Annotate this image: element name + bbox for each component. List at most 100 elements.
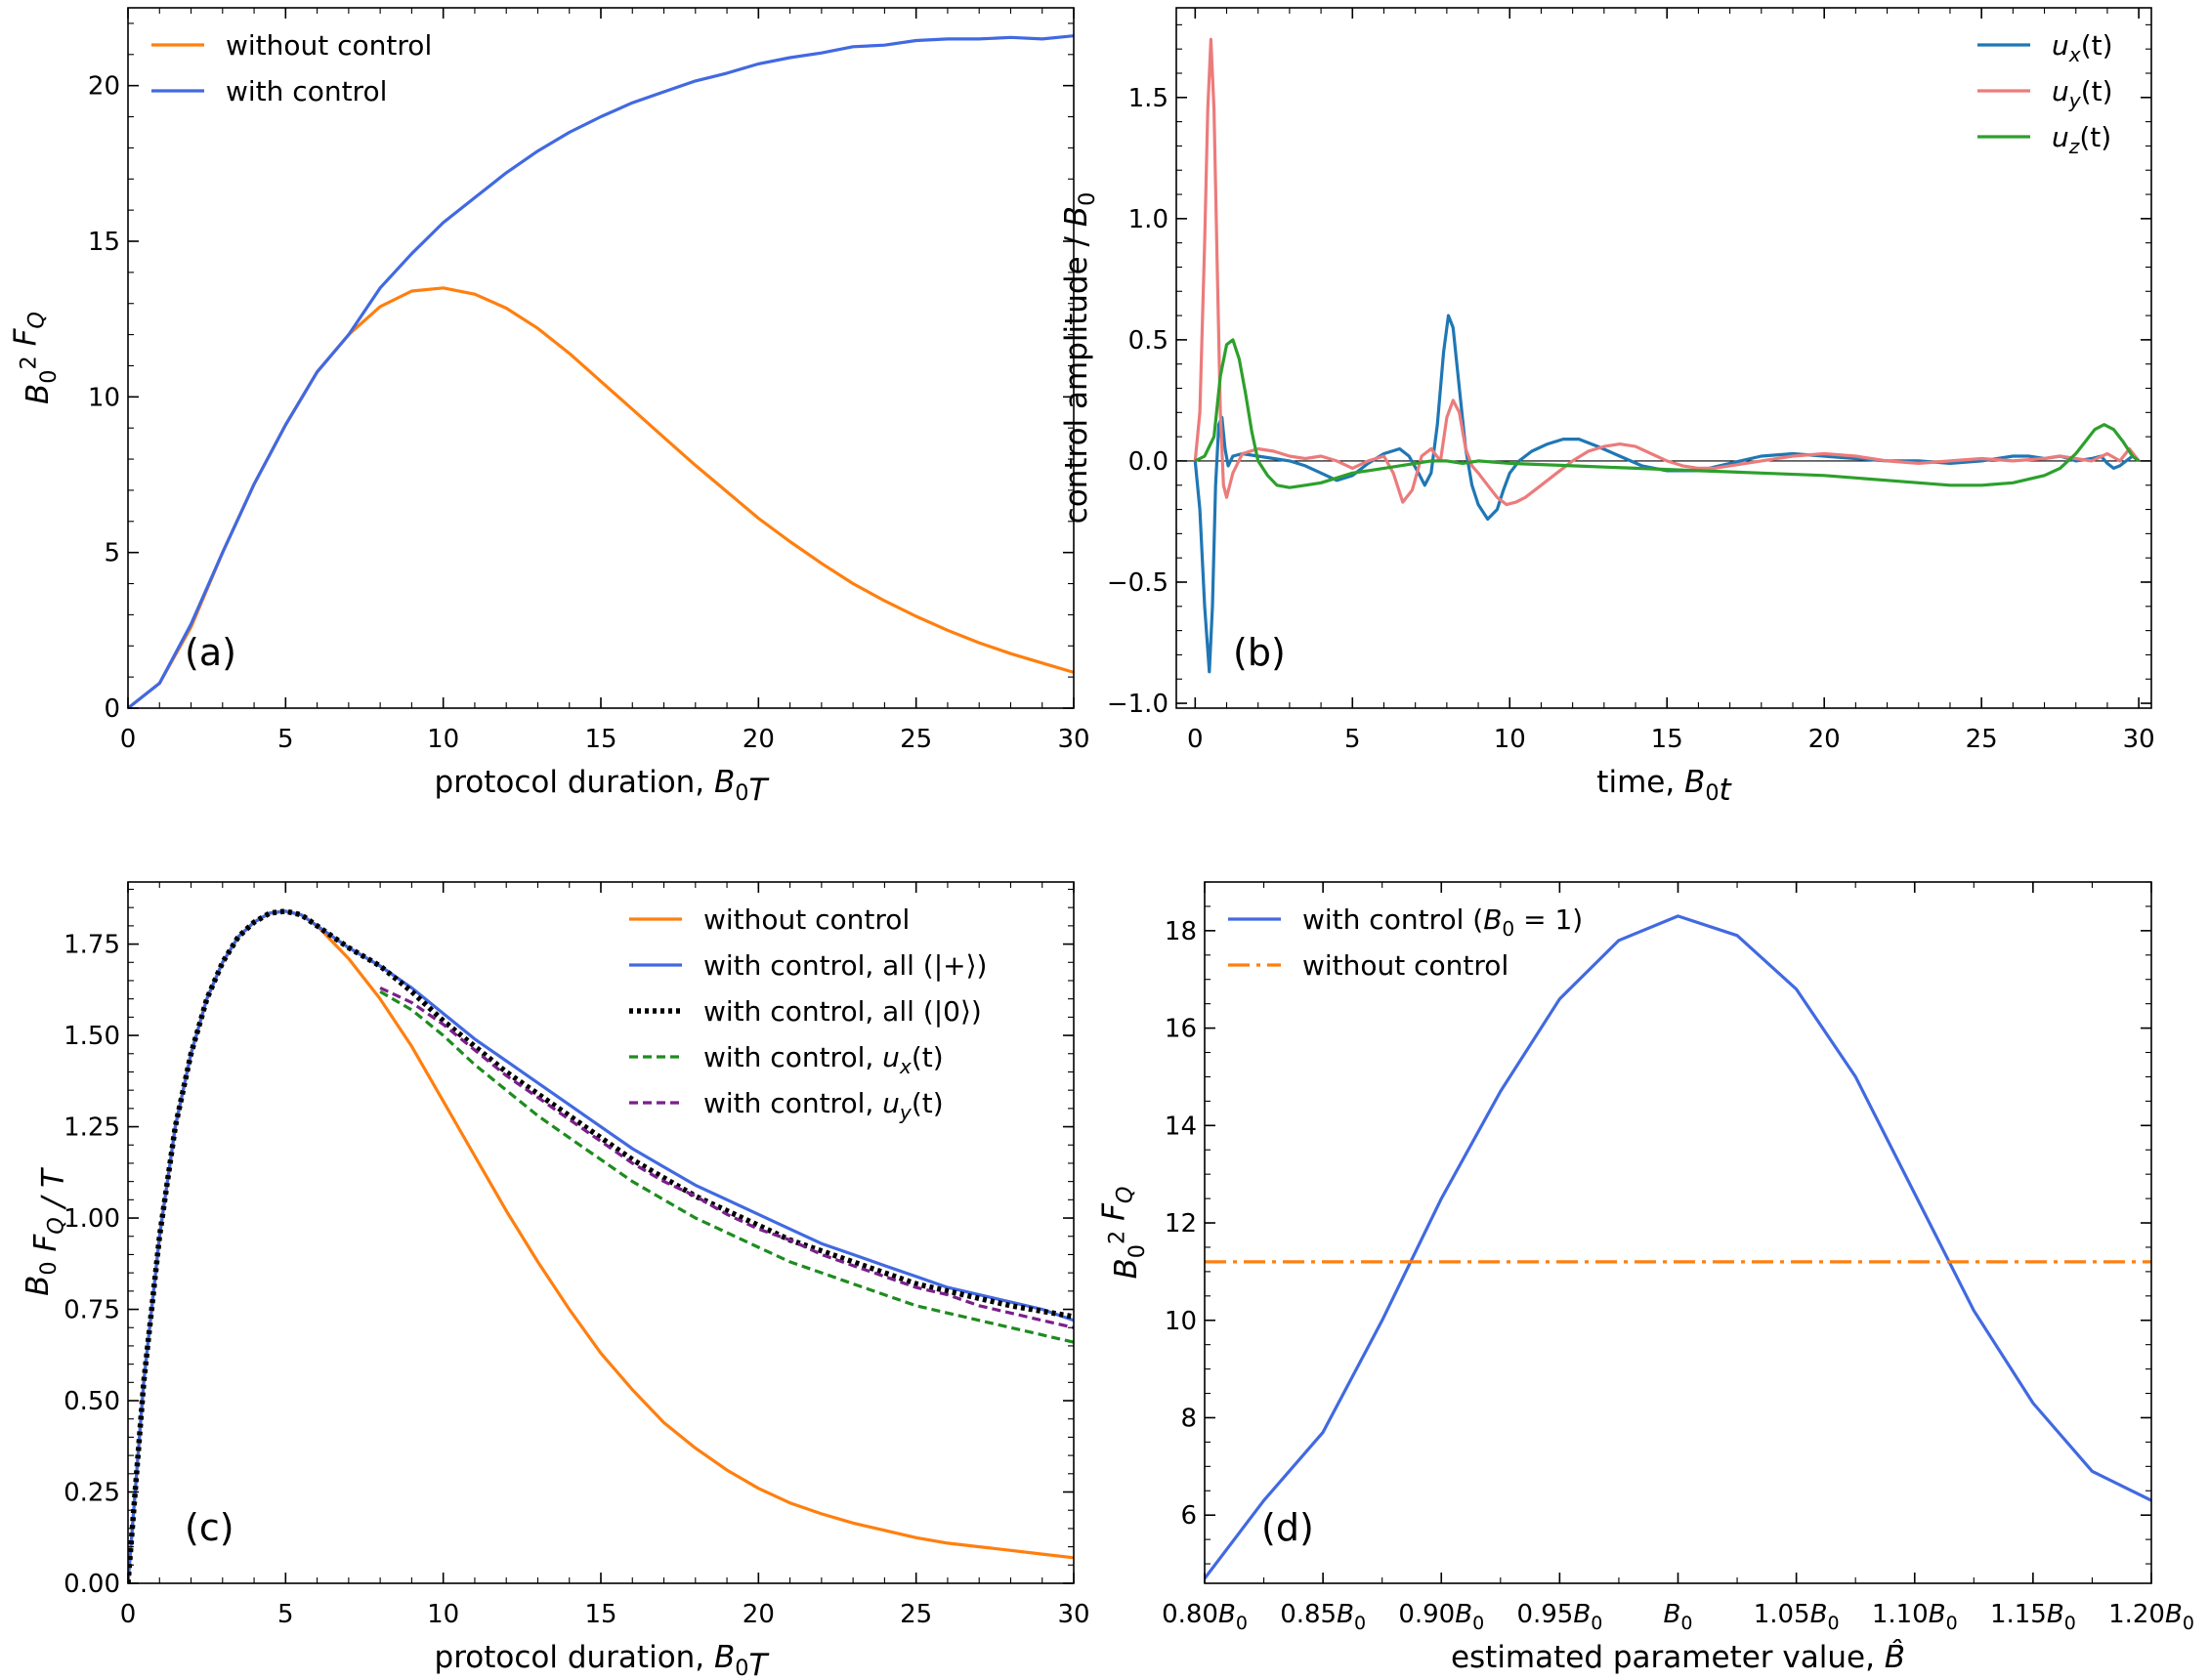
x-tick-label: 25 xyxy=(900,1600,932,1629)
label-var: B xyxy=(21,384,56,404)
x-tick-label: B0 xyxy=(1664,1600,1693,1634)
panel-label: (d) xyxy=(1261,1506,1314,1549)
series-line-2 xyxy=(128,909,1074,1583)
series-group xyxy=(128,908,1074,1583)
legend-after: (t) xyxy=(2081,29,2113,62)
x-tick-sub: 0 xyxy=(1946,1613,1958,1634)
x-tick-var: B xyxy=(1218,1600,1236,1629)
label-after: F xyxy=(9,327,44,356)
legend-text: with control xyxy=(226,75,387,107)
legend-var: u xyxy=(2052,75,2069,107)
legend-after: (t) xyxy=(2081,75,2113,107)
x-axis-label: protocol duration, B0T xyxy=(435,765,770,808)
x-tick-label: 25 xyxy=(1966,725,1998,754)
series-line-1 xyxy=(128,286,1074,708)
series-line-3 xyxy=(1194,338,2141,489)
y-tick-label: 0.0 xyxy=(1128,447,1168,477)
label-after: t xyxy=(1720,773,1733,808)
x-tick-value: 10 xyxy=(427,725,459,754)
legend-after: (t) xyxy=(912,1041,944,1073)
legend-sub: x xyxy=(899,1055,913,1078)
x-tick-sub: 0 xyxy=(1354,1613,1366,1634)
legend-label: ux(t) xyxy=(2052,29,2113,66)
x-tick-label: 0 xyxy=(1187,725,1204,754)
legend-sub: y xyxy=(899,1101,913,1124)
label-text: protocol duration, xyxy=(435,765,714,800)
x-tick-label: 25 xyxy=(900,725,932,754)
x-tick-value: 5 xyxy=(277,725,294,754)
y-tick-label: 12 xyxy=(1165,1209,1197,1239)
x-tick-label: 20 xyxy=(1808,725,1841,754)
legend-text: with control, all (|+⟩) xyxy=(703,949,987,982)
label-var: B xyxy=(1885,1639,1905,1675)
legend-text: with control, xyxy=(703,1087,882,1119)
y-tick-label: 1.5 xyxy=(1128,84,1168,113)
legend-sub: z xyxy=(2068,135,2080,158)
x-tick-value: 0 xyxy=(120,1600,137,1629)
label-sub: 0 xyxy=(1705,780,1719,806)
legend-label: uz(t) xyxy=(2052,121,2111,158)
series-line-2 xyxy=(1193,37,2141,507)
x-tick-label: 30 xyxy=(2123,725,2155,754)
legend-label: with control xyxy=(226,75,387,107)
legend-label: with control, uy(t) xyxy=(703,1087,944,1124)
plot-frame xyxy=(127,7,1075,709)
x-tick-label: 10 xyxy=(1494,725,1526,754)
x-tick-value: 5 xyxy=(277,1600,294,1629)
label-text: control amplitude / xyxy=(1059,227,1094,524)
x-tick-label: 1.15B0 xyxy=(1990,1600,2076,1634)
x-tick-label: 20 xyxy=(743,1600,775,1629)
y-tick-label: 0.5 xyxy=(1128,326,1168,356)
x-tick-label: 30 xyxy=(1057,1600,1089,1629)
x-tick-sub: 0 xyxy=(2183,1613,2194,1634)
label-sub2: Q xyxy=(1112,1187,1137,1204)
legend-text: with control, all (|0⟩) xyxy=(703,995,982,1028)
label-after: F xyxy=(28,1234,64,1262)
label-var: B xyxy=(714,1640,735,1675)
legend-text: without control xyxy=(226,29,432,62)
label-var: B xyxy=(1684,765,1705,800)
label-sub: 0 xyxy=(735,780,748,806)
x-tick-value: 20 xyxy=(1808,725,1841,754)
series-group xyxy=(1193,37,2141,674)
label-sub2: Q xyxy=(44,1217,69,1235)
y-tick-label: 1.00 xyxy=(64,1204,120,1234)
y-axis-label: B0 FQ / T xyxy=(21,1167,71,1296)
legend-text: with control ( xyxy=(1302,903,1483,936)
x-tick-var: B xyxy=(2165,1600,2183,1629)
panel-label: (b) xyxy=(1233,631,1286,674)
y-axis-label: B02 FQ xyxy=(9,312,62,404)
x-tick-value: 0 xyxy=(1187,725,1204,754)
label-var: B xyxy=(21,1276,56,1296)
x-tick-var: B xyxy=(1664,1600,1681,1629)
y-axis-label: B02 FQ xyxy=(1097,1187,1150,1280)
x-tick-value: 10 xyxy=(427,1600,459,1629)
x-tick-value: 25 xyxy=(900,1600,932,1629)
plot-frame xyxy=(1204,881,2152,1584)
x-tick-label: 20 xyxy=(743,725,775,754)
series-line-4 xyxy=(379,989,1074,1344)
x-tick-value: 15 xyxy=(584,1600,616,1629)
x-tick-var: B xyxy=(2047,1600,2064,1629)
y-tick-label: 8 xyxy=(1180,1404,1197,1433)
x-tick-label: 1.10B0 xyxy=(1872,1600,1958,1634)
label-sub2: Q xyxy=(23,312,49,329)
y-tick-label: 1.50 xyxy=(64,1022,120,1051)
y-tick-label: 20 xyxy=(88,72,120,102)
y-tick-label: 0.25 xyxy=(64,1479,120,1508)
x-tick-value: 1.05 xyxy=(1754,1600,1810,1629)
y-axis-label: control amplitude / B0 xyxy=(1059,192,1100,525)
x-tick-value: 5 xyxy=(1344,725,1361,754)
y-tick-label: 1.0 xyxy=(1128,205,1168,234)
x-tick-value: 30 xyxy=(1057,1600,1089,1629)
x-tick-label: 30 xyxy=(1057,725,1089,754)
legend-label: without control xyxy=(1302,949,1508,982)
legend-var: B xyxy=(1483,903,1502,936)
legend-after: = 1) xyxy=(1514,903,1583,936)
series-line-2 xyxy=(128,34,1074,708)
x-axis-label: estimated parameter value, B̂ xyxy=(1451,1639,1905,1675)
y-tick-label: 18 xyxy=(1165,917,1197,946)
legend-label: with control, all (|0⟩) xyxy=(703,995,982,1028)
legend-after: (t) xyxy=(2079,121,2111,153)
